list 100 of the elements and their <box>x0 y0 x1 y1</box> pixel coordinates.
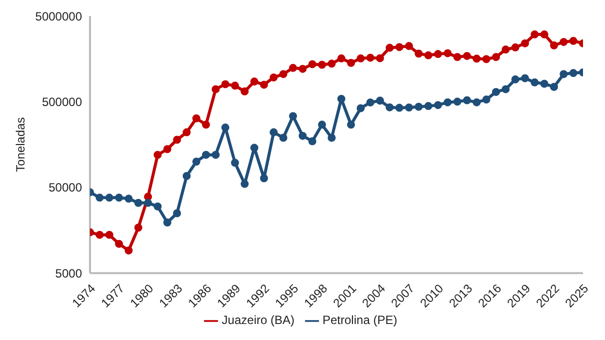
point <box>308 60 316 68</box>
point <box>192 158 200 166</box>
point <box>550 41 558 50</box>
point <box>347 120 355 129</box>
point <box>414 102 423 111</box>
point <box>173 209 181 218</box>
point <box>337 94 346 103</box>
point <box>521 74 529 82</box>
point <box>530 78 539 86</box>
point <box>212 85 220 94</box>
point <box>318 120 326 129</box>
point <box>250 144 258 152</box>
point <box>124 246 133 254</box>
point <box>328 60 336 68</box>
point <box>482 55 490 64</box>
point <box>405 104 413 112</box>
point <box>511 43 520 52</box>
point <box>472 54 481 63</box>
point <box>482 96 490 104</box>
point <box>289 112 297 120</box>
point <box>154 150 162 159</box>
point <box>115 240 123 248</box>
point <box>337 54 346 62</box>
point <box>182 128 191 136</box>
y-tick-label: 500000 <box>42 94 82 109</box>
point <box>318 60 326 69</box>
point <box>424 51 432 60</box>
point <box>502 85 510 94</box>
point <box>540 30 548 38</box>
point <box>202 150 210 159</box>
point <box>279 70 288 78</box>
point <box>444 49 452 58</box>
point <box>115 194 123 202</box>
point <box>530 30 539 38</box>
point <box>105 194 114 202</box>
point <box>202 120 210 129</box>
point <box>502 46 510 54</box>
point <box>289 64 297 72</box>
point <box>376 54 384 62</box>
point <box>463 96 471 104</box>
point <box>366 54 374 62</box>
point <box>492 53 500 62</box>
point <box>356 54 365 62</box>
point <box>260 80 268 89</box>
point <box>366 98 374 106</box>
point <box>540 80 548 88</box>
point <box>386 103 394 112</box>
legend-label: Juazeiro (BA) <box>222 313 294 328</box>
point <box>376 96 384 105</box>
point <box>453 98 462 106</box>
y-tick-label: 5000000 <box>35 9 82 24</box>
point <box>395 43 404 52</box>
point <box>328 134 336 142</box>
point <box>434 50 442 58</box>
point <box>182 172 191 180</box>
point <box>550 82 558 91</box>
y-tick-label: 5000 <box>55 266 82 280</box>
point <box>347 58 355 67</box>
point <box>231 158 239 167</box>
point <box>395 104 404 112</box>
point <box>144 198 152 207</box>
point <box>154 202 162 210</box>
point <box>192 114 200 122</box>
point <box>308 137 316 146</box>
point <box>221 124 230 132</box>
legend-label: Petrolina (PE) <box>322 313 398 328</box>
point <box>260 174 268 182</box>
point <box>424 102 432 110</box>
y-tick-label: 50000 <box>48 180 82 195</box>
point <box>472 98 481 106</box>
point <box>270 73 278 82</box>
point <box>444 98 452 106</box>
point <box>231 82 239 90</box>
point <box>405 42 413 50</box>
point <box>434 101 442 110</box>
point <box>163 218 172 227</box>
point <box>134 198 142 207</box>
point <box>386 44 394 52</box>
point <box>270 128 278 136</box>
point <box>453 53 462 62</box>
point <box>250 78 258 86</box>
point <box>569 69 578 78</box>
point <box>356 104 365 112</box>
point <box>511 75 520 84</box>
point <box>492 88 500 96</box>
point <box>221 80 230 88</box>
point <box>134 224 142 232</box>
point <box>560 70 568 78</box>
point <box>96 230 104 239</box>
point <box>569 36 578 45</box>
point <box>463 52 471 60</box>
point <box>240 87 249 96</box>
point <box>124 194 133 203</box>
point <box>163 145 172 154</box>
point <box>279 134 288 142</box>
point <box>96 194 104 202</box>
point <box>240 180 249 188</box>
point <box>414 50 423 58</box>
point <box>105 230 114 239</box>
point <box>173 136 181 144</box>
